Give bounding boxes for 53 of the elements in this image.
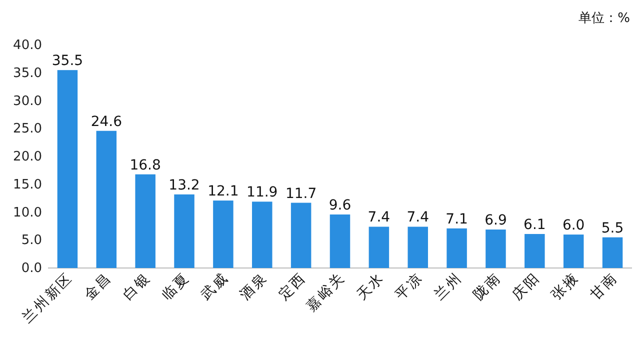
bar <box>96 130 117 268</box>
data-label: 12.1 <box>208 184 239 200</box>
bar <box>563 234 584 268</box>
x-tick-label: 酒泉 <box>237 270 271 304</box>
y-tick-label: 40.0 <box>13 38 42 53</box>
x-tick-label: 庆阳 <box>510 270 544 304</box>
x-tick-label: 平凉 <box>392 270 427 304</box>
bar <box>486 230 506 268</box>
bar <box>252 202 272 268</box>
data-label: 7.4 <box>406 210 430 226</box>
data-label: 6.9 <box>484 212 507 229</box>
y-tick-label: 30.0 <box>13 94 42 109</box>
y-tick-label: 15.0 <box>13 177 42 192</box>
x-tick-label: 金昌 <box>81 270 116 304</box>
data-label: 7.1 <box>446 211 468 228</box>
y-tick-label: 35.0 <box>13 66 42 81</box>
x-tick-label: 武威 <box>198 270 232 304</box>
data-label: 9.6 <box>328 197 352 214</box>
data-label: 6.0 <box>562 218 585 234</box>
data-label: 16.8 <box>130 157 161 174</box>
data-label: 5.5 <box>601 220 624 236</box>
text: 单位：% <box>578 11 630 26</box>
y-tick-label: 0.0 <box>21 261 42 276</box>
data-label: 7.4 <box>368 210 390 226</box>
y-tick-label: 10.0 <box>13 205 42 220</box>
y-tick-label: 20.0 <box>13 150 42 164</box>
bar <box>330 214 350 268</box>
x-tick-label: 兰州 <box>432 270 466 304</box>
x-tick-label: 陇南 <box>470 270 505 304</box>
bar <box>290 202 312 268</box>
bar <box>602 237 623 268</box>
x-tick-label: 白银 <box>120 270 154 304</box>
bar <box>368 226 390 268</box>
data-label: 6.1 <box>524 216 546 233</box>
data-label: 24.6 <box>90 114 122 130</box>
bar <box>135 174 156 268</box>
data-label: 11.9 <box>246 184 278 201</box>
y-tick-label: 25.0 <box>13 122 42 137</box>
x-tick-label: 嘉峪关 <box>304 270 349 315</box>
bar <box>213 200 234 268</box>
x-tick-label: 甘南 <box>587 270 622 304</box>
y-tick-label: 5.0 <box>21 233 42 248</box>
bar <box>446 228 467 268</box>
data-label: 13.2 <box>168 177 200 194</box>
bar <box>408 226 428 268</box>
bar <box>57 70 78 268</box>
bar <box>174 194 194 268</box>
x-tick-label: 天水 <box>354 270 388 304</box>
bar <box>524 234 545 268</box>
x-tick-label: 张掖 <box>548 270 582 304</box>
data-label: 35.5 <box>52 53 84 70</box>
data-label: 11.7 <box>285 186 317 202</box>
x-tick-label: 临夏 <box>159 270 194 304</box>
